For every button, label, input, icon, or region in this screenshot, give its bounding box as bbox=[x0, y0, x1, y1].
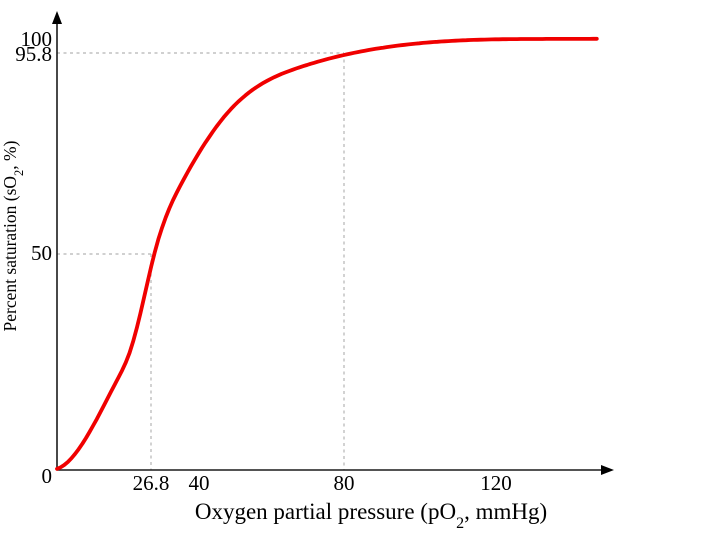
svg-text:0: 0 bbox=[42, 464, 53, 488]
svg-text:50: 50 bbox=[31, 241, 52, 265]
svg-text:40: 40 bbox=[189, 471, 210, 495]
svg-text:95.8: 95.8 bbox=[15, 42, 52, 66]
svg-text:Oxygen partial pressure (pO2,: Oxygen partial pressure (pO2, mmHg) bbox=[195, 499, 547, 528]
svg-text:26.8: 26.8 bbox=[133, 471, 170, 495]
svg-text:Percent saturation (sO2, %): Percent saturation (sO2, %) bbox=[0, 140, 26, 331]
svg-text:120: 120 bbox=[480, 471, 512, 495]
svg-text:80: 80 bbox=[334, 471, 355, 495]
